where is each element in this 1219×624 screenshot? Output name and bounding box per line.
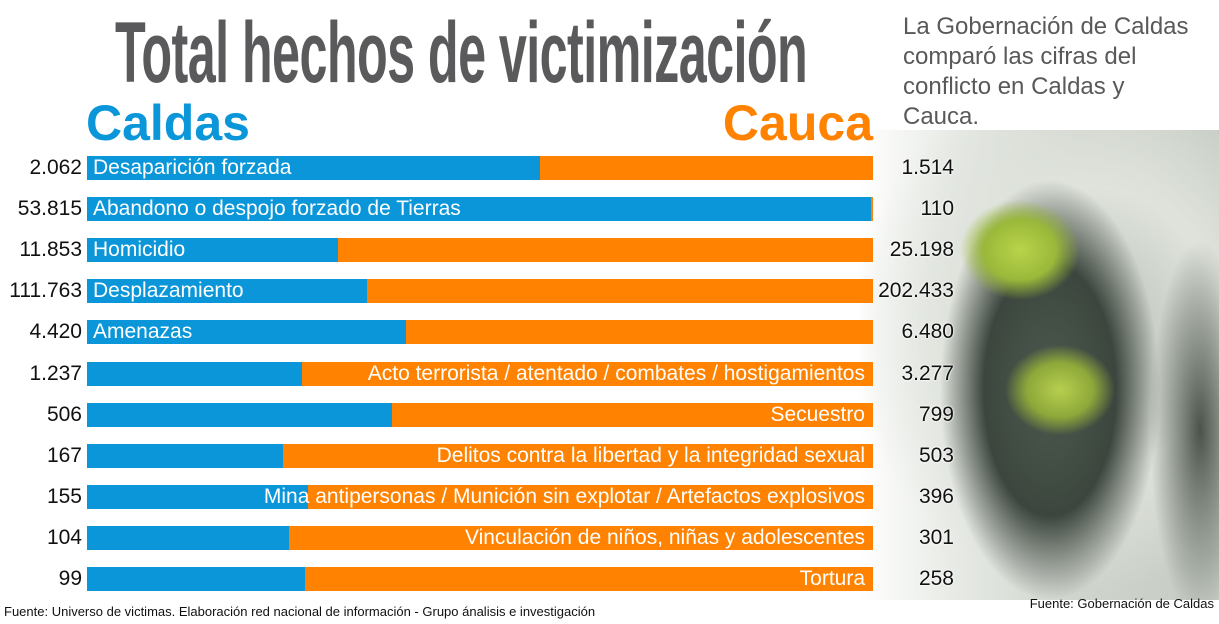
caldas-bar xyxy=(87,197,872,222)
cauca-value: 799 xyxy=(918,402,954,426)
source-left: Fuente: Universo de victimas. Elaboració… xyxy=(4,604,596,619)
caldas-value: 1.237 xyxy=(29,361,82,385)
caldas-bar xyxy=(87,320,406,345)
cauca-bar: Desplazamiento xyxy=(87,279,873,304)
caldas-value: 11.853 xyxy=(19,238,82,262)
caldas-value: 155 xyxy=(46,484,82,508)
cauca-bar: Vinculación de niños, niñas y adolescent… xyxy=(87,525,873,550)
cauca-bar: Delitos contra la libertad y la integrid… xyxy=(87,443,873,468)
cauca-bar: Amenazas xyxy=(87,320,873,345)
category-label: Mina antipersonas / Munición sin explota… xyxy=(263,484,865,508)
category-label: Delitos contra la libertad y la integrid… xyxy=(436,443,865,467)
category-label: Desplazamiento xyxy=(93,279,244,303)
caldas-bar xyxy=(87,567,305,591)
source-right: Fuente: Gobernación de Caldas xyxy=(1029,596,1214,611)
cauca-value: 503 xyxy=(918,443,954,467)
bar-row: 167 Delitos contra la libertad y la integ… xyxy=(0,443,1219,469)
cauca-bar: Tortura xyxy=(87,567,873,591)
category-label: Amenazas xyxy=(93,320,193,344)
cauca-value: 301 xyxy=(918,525,954,549)
cauca-bar: Mina antipersonas / Munición sin explota… xyxy=(87,484,873,509)
bar-row: 506 Secuestro 799 xyxy=(0,402,1219,428)
bar-row: 155 Mina antipersonas / Munición sin expl… xyxy=(0,484,1219,510)
caldas-value: 167 xyxy=(46,443,82,467)
caldas-value: 2.062 xyxy=(29,156,82,179)
caldas-value: 506 xyxy=(46,402,82,426)
cauca-value: 396 xyxy=(918,484,954,508)
cauca-value: 1.514 xyxy=(901,156,954,179)
category-label: Acto terrorista / atentado / combates / … xyxy=(367,361,865,385)
category-label: Vinculación de niños, niñas y adolescent… xyxy=(464,525,865,549)
cauca-bar: Secuestro xyxy=(87,402,873,427)
caldas-value: 99 xyxy=(58,567,82,590)
motorcycle-police-photo xyxy=(860,130,1219,600)
category-label: Abandono o despojo forzado de Tierras xyxy=(93,197,461,221)
caldas-bar xyxy=(87,156,541,180)
bar-row: 4.420 Amenazas 6.480 xyxy=(0,319,1219,345)
caldas-bar xyxy=(87,238,339,263)
bar-row: 1.237 Acto terrorista / atentado / combat… xyxy=(0,361,1219,387)
caldas-bar xyxy=(87,361,303,386)
chart-title: Total hechos de victimización xyxy=(115,5,808,101)
cauca-bar: Homicidio xyxy=(87,238,873,263)
category-label: Desaparición forzada xyxy=(93,156,292,179)
caldas-value: 111.763 xyxy=(9,279,82,303)
caldas-value: 104 xyxy=(46,525,82,549)
cauca-bar: Acto terrorista / atentado / combates / … xyxy=(87,361,873,386)
legend-cauca: Cauca xyxy=(722,95,873,151)
bar-row: 53.815 Abandono o despojo forzado de Tier… xyxy=(0,196,1219,222)
cauca-value: 6.480 xyxy=(901,320,954,344)
category-label: Secuestro xyxy=(770,402,865,426)
cauca-bar: Desaparición forzada xyxy=(87,156,873,180)
caldas-bar xyxy=(87,484,309,509)
category-label: Tortura xyxy=(799,567,865,590)
cauca-value: 3.277 xyxy=(901,361,954,385)
cauca-value: 25.198 xyxy=(889,238,954,262)
bar-row: 104 Vinculación de niños, niñas y adolesc… xyxy=(0,525,1219,551)
intro-text: La Gobernación de Caldas comparó las cif… xyxy=(903,13,1189,130)
caldas-bar xyxy=(87,525,289,550)
bar-row: 2.062 Desaparición forzada 1.514 xyxy=(0,155,1219,181)
cauca-value: 202.433 xyxy=(878,279,954,303)
caldas-value: 4.420 xyxy=(29,320,82,344)
caldas-bar xyxy=(87,279,367,304)
caldas-bar xyxy=(87,402,392,427)
cauca-value: 110 xyxy=(920,197,954,221)
bar-row: 99 Tortura 258 xyxy=(0,566,1219,592)
bar-row: 11.853 Homicidio 25.198 xyxy=(0,237,1219,263)
cauca-bar: Abandono o despojo forzado de Tierras xyxy=(87,197,873,222)
caldas-bar xyxy=(87,443,283,468)
bar-row: 111.763 Desplazamiento 202.433 xyxy=(0,278,1219,304)
category-label: Homicidio xyxy=(93,238,186,262)
cauca-value: 258 xyxy=(918,567,954,590)
caldas-value: 53.815 xyxy=(17,197,82,221)
legend-caldas: Caldas xyxy=(86,95,250,151)
